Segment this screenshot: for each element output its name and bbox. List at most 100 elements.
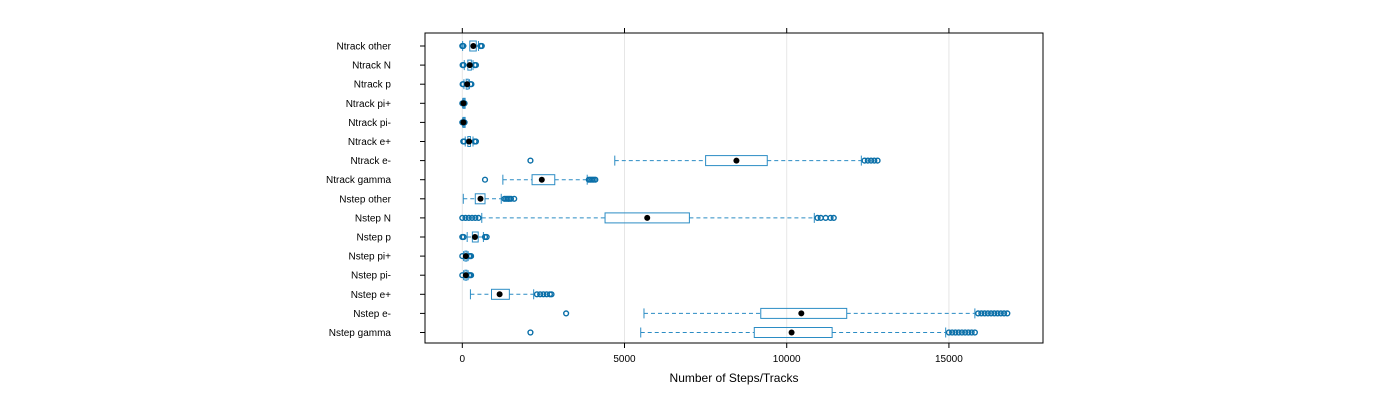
box-ntrack-other xyxy=(459,40,485,52)
box-nstep-pi- xyxy=(459,269,475,281)
outlier-point xyxy=(533,291,541,298)
iqr-box xyxy=(474,193,486,205)
median-dot xyxy=(466,62,473,69)
outlier-point xyxy=(975,310,982,317)
outlier-point xyxy=(465,214,472,222)
outlier-point xyxy=(864,157,871,164)
category-label: Nstep N xyxy=(355,213,391,224)
outlier-point xyxy=(527,329,534,336)
median-dot xyxy=(644,214,651,221)
outlier-point xyxy=(965,329,972,336)
outlier-point xyxy=(971,329,978,336)
x-tick-label: 15000 xyxy=(935,354,963,365)
outlier-point xyxy=(1000,310,1008,317)
outlier-point xyxy=(952,329,959,336)
median-dot xyxy=(460,100,467,107)
median-dot xyxy=(471,234,478,240)
outlier-point xyxy=(991,310,998,317)
outlier-point xyxy=(871,157,878,164)
category-label: Nstep other xyxy=(339,194,391,205)
outlier-point xyxy=(997,310,1004,317)
iqr-box xyxy=(604,212,690,224)
median-dot xyxy=(470,43,477,49)
iqr-box xyxy=(753,327,833,338)
median-dot xyxy=(798,310,805,317)
outlier-point xyxy=(481,176,489,183)
outlier-point xyxy=(483,233,490,241)
outlier-point xyxy=(994,310,1001,317)
outlier-point xyxy=(874,157,881,164)
box-ntrack-p xyxy=(459,78,475,90)
outlier-point xyxy=(460,42,467,50)
box-ntrack-pi- xyxy=(459,116,468,128)
plot-frame xyxy=(424,32,1044,344)
outlier-point xyxy=(981,310,988,317)
box-ntrack-gamma xyxy=(481,174,599,186)
outlier-point xyxy=(548,291,555,298)
median-dot xyxy=(460,119,467,126)
outlier-point xyxy=(949,329,956,336)
outlier-point xyxy=(460,233,467,241)
outlier-point xyxy=(955,329,962,336)
box-ntrack-pi- xyxy=(459,97,468,109)
outlier-point xyxy=(861,157,868,164)
iqr-box xyxy=(491,288,510,300)
x-tick-label: 0 xyxy=(460,354,466,365)
median-dot xyxy=(788,329,795,336)
outlier-point xyxy=(984,310,991,317)
outlier-point xyxy=(472,138,480,145)
outlier-point xyxy=(814,214,821,222)
category-label: Nstep pi- xyxy=(351,271,391,282)
x-tick-label: 5000 xyxy=(613,354,636,365)
outlier-point xyxy=(478,42,485,50)
category-label: Ntrack gamma xyxy=(326,175,391,186)
outlier-point xyxy=(460,61,467,69)
outlier-point xyxy=(472,61,480,69)
category-labels: Ntrack other Ntrack N Ntrack p Ntrack pi+ Nt… xyxy=(326,42,425,339)
outlier-point xyxy=(978,310,985,317)
iqr-box xyxy=(705,155,768,167)
iqr-box xyxy=(760,307,848,319)
median-dot xyxy=(496,291,503,298)
gridlines xyxy=(461,33,950,343)
category-label: Ntrack pi- xyxy=(348,118,391,129)
category-label: Nstep pi+ xyxy=(348,252,391,263)
outlier-point xyxy=(987,310,995,317)
category-label: Ntrack other xyxy=(337,42,392,53)
median-dot xyxy=(466,138,473,145)
category-label: Ntrack N xyxy=(352,61,391,72)
category-label: Nstep gamma xyxy=(329,328,392,339)
box-nstep-e- xyxy=(563,307,1011,319)
outlier-point xyxy=(563,310,570,317)
category-label: Ntrack e+ xyxy=(348,137,391,148)
outlier-point xyxy=(962,329,969,336)
outlier-point xyxy=(958,329,965,336)
outlier-point xyxy=(830,214,837,222)
outlier-point xyxy=(867,157,875,164)
x-axis-title: Number of Steps/Tracks xyxy=(670,371,799,385)
box-nstep-other xyxy=(462,193,518,205)
iqr-box xyxy=(531,174,556,186)
outlier-point xyxy=(459,214,466,222)
box-nstep-p xyxy=(459,231,490,243)
median-dot xyxy=(462,253,469,260)
category-label: Nstep p xyxy=(357,233,392,244)
outlier-point xyxy=(827,214,834,222)
box-ntrack-e- xyxy=(527,155,881,167)
box-series xyxy=(459,40,1011,338)
x-axis: 0 5000 10000 15000 xyxy=(460,28,963,365)
box-nstep-pi- xyxy=(459,250,475,262)
outlier-point xyxy=(468,214,476,222)
median-dot xyxy=(477,195,484,202)
category-label: Ntrack p xyxy=(354,80,392,91)
median-dot xyxy=(464,81,471,88)
outlier-point xyxy=(592,176,599,183)
box-nstep-e- xyxy=(469,288,555,300)
median-dot xyxy=(538,176,545,183)
outlier-point xyxy=(527,157,534,164)
box-ntrack-n xyxy=(459,59,480,71)
outlier-point xyxy=(945,329,953,336)
median-dot xyxy=(462,272,469,279)
outlier-point xyxy=(507,195,515,202)
